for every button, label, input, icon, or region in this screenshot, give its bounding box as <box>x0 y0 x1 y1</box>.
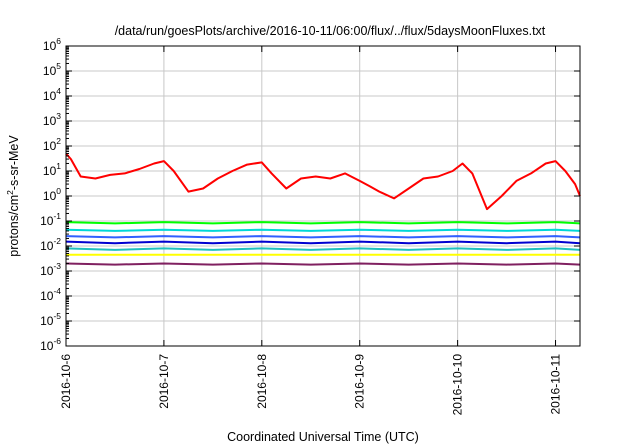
series-line-3 <box>65 228 581 232</box>
series-line-8 <box>65 262 581 266</box>
y-tick-label: 105 <box>43 61 61 78</box>
x-tick-label: 2016-10-7 <box>157 354 171 409</box>
series-line-4 <box>65 235 581 239</box>
series-line-1 <box>65 152 581 211</box>
x-tick-label: 2016-10-6 <box>59 354 73 409</box>
x-axis-label: Coordinated Universal Time (UTC) <box>227 430 419 444</box>
grid <box>65 45 580 347</box>
y-tick-label: 10-1 <box>40 211 61 228</box>
x-tick-label: 2016-10-10 <box>451 354 465 416</box>
chart-title: /data/run/goesPlots/archive/2016-10-11/0… <box>115 24 546 38</box>
series-layer <box>65 152 581 266</box>
x-tick-label: 2016-10-9 <box>353 354 367 409</box>
y-tick-label: 103 <box>43 111 61 128</box>
y-axis: 106 105 104 103 102 101 100 10-1 10-2 10-3 10-4 10-… <box>40 36 580 353</box>
x-tick-label: 2016-10-8 <box>255 354 269 409</box>
y-axis-label-pre: protons/cm <box>7 195 21 257</box>
y-tick-label: 10-6 <box>40 336 61 353</box>
y-tick-label: 102 <box>43 136 61 153</box>
y-axis-label-post: -s-sr-MeV <box>7 135 21 191</box>
y-axis-label: protons/cm2-s-sr-MeV <box>5 135 21 257</box>
y-axis-label-sup: 2 <box>5 190 15 195</box>
y-tick-label: 104 <box>43 86 61 103</box>
y-tick-label: 10-2 <box>40 236 61 253</box>
y-tick-label: 100 <box>43 186 61 203</box>
y-tick-label: 10-5 <box>40 311 61 328</box>
y-tick-label: 10-3 <box>40 261 61 278</box>
y-tick-label: 10-4 <box>40 286 61 303</box>
y-tick-label: 106 <box>43 36 61 53</box>
series-line-2 <box>65 221 581 225</box>
y-tick-label: 101 <box>43 161 61 178</box>
x-tick-label: 2016-10-11 <box>549 354 563 415</box>
series-line-5 <box>65 240 581 245</box>
x-axis: 2016-10-6 2016-10-7 2016-10-8 2016-10-9 2016… <box>59 46 563 415</box>
series-line-6 <box>65 247 581 251</box>
